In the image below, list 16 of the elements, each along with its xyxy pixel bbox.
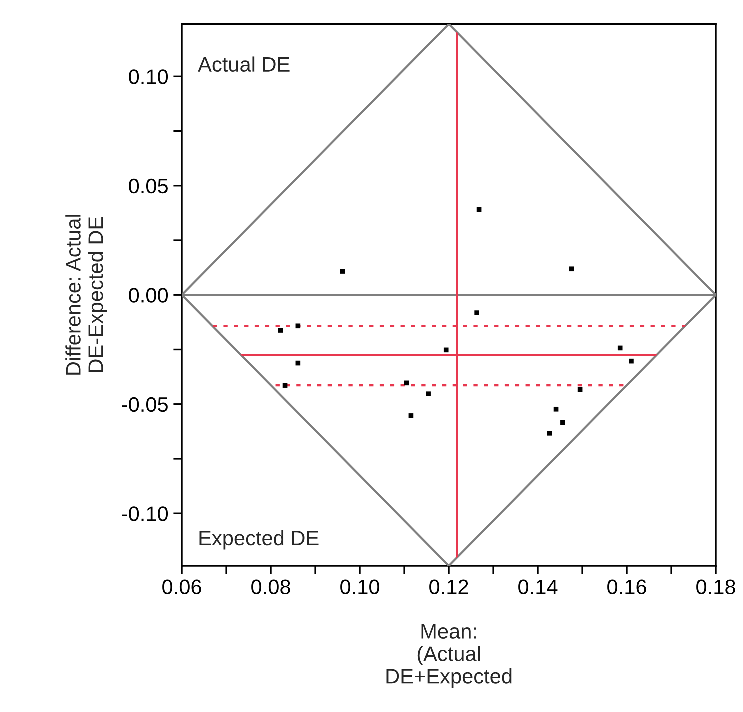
- x-tick-label: 0.14: [518, 580, 558, 595]
- y-tick-label: 0.10: [129, 70, 168, 84]
- y-axis-title: Difference: Actual DE-Expected DE: [66, 215, 108, 375]
- annotation: Actual DE: [198, 56, 290, 72]
- x-tick-label: 0.12: [430, 580, 468, 595]
- y-tick-label: 0.05: [129, 178, 168, 194]
- y-tick-label: -0.05: [122, 397, 168, 412]
- x-tick-label: 0.06: [162, 580, 202, 595]
- y-tick-label: 0.00: [129, 288, 168, 303]
- x-axis-title: Mean: (Actual DE+Expected: [386, 624, 512, 688]
- y-tick-label: -0.10: [122, 506, 168, 522]
- x-tick-label: 0.08: [252, 580, 290, 595]
- x-tick-label: 0.18: [696, 580, 736, 595]
- annotation: Expected DE: [200, 530, 319, 550]
- x-tick-label: 0.10: [340, 580, 380, 595]
- x-tick-label: 0.16: [608, 580, 646, 595]
